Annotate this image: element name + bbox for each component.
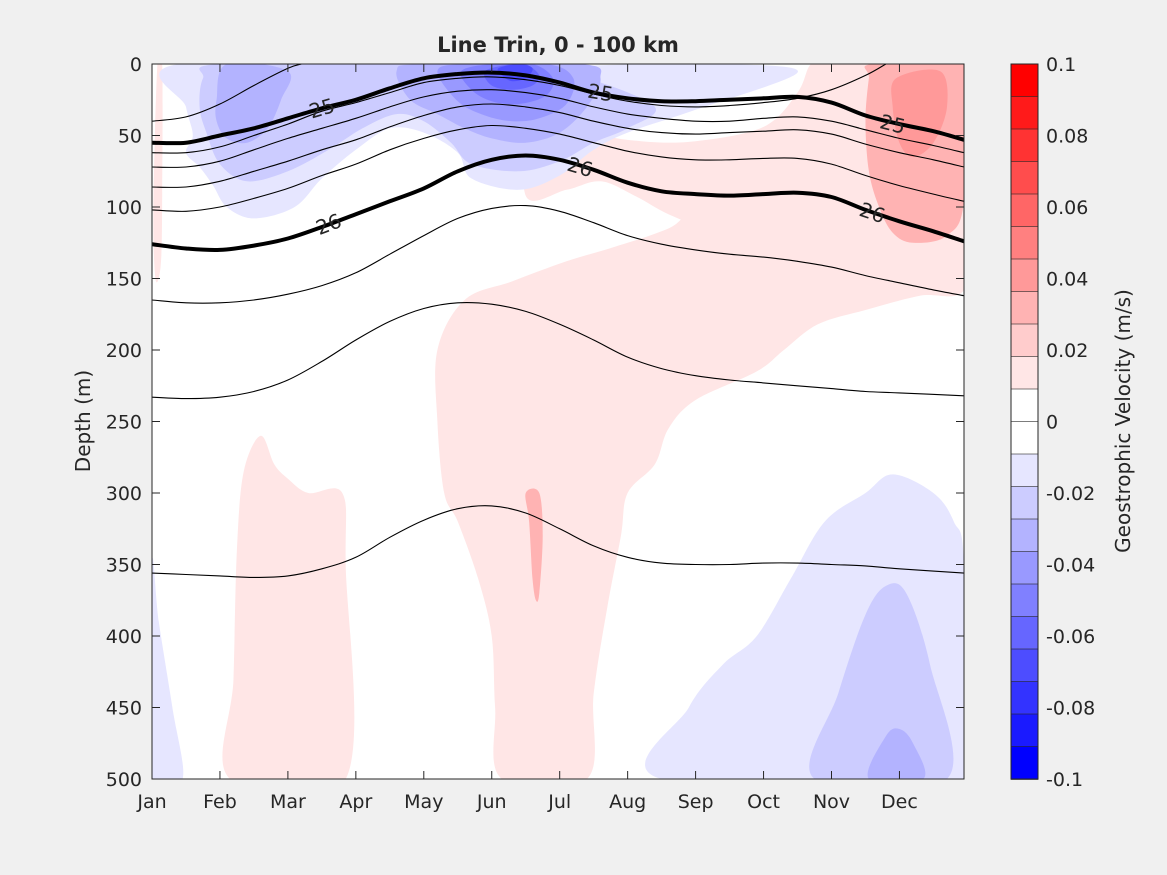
colorbar-band [1010,161,1039,195]
colorbar-band [1010,323,1039,358]
x-tick-label: Dec [881,791,918,813]
colorbar-tick-label: -0.02 [1046,483,1095,505]
colorbar-tick-label: 0.04 [1046,269,1088,291]
x-tick-label: Mar [270,791,306,813]
x-tick-labels: Jan Feb Mar Apr May Jun Jul Aug Sep Oct Nov Dec [136,791,917,813]
colorbar-frame [1010,63,1039,780]
colorbar-band [1010,226,1039,260]
velocity-region-2 [435,195,964,779]
colorbar-label: Geostrophic Velocity (m/s) [1111,289,1135,553]
axis-ticks [151,63,964,780]
colorbar-band [1010,193,1039,228]
colorbar-ticks: 0.1 0.08 0.06 0.04 0.02 0 -0.02 -0.04 -0.06 -0.08… [1046,54,1095,791]
isopycnal-25-line [152,70,964,146]
velocity-region-4 [525,488,543,602]
colorbar-band [1010,258,1039,293]
y-tick-label: 200 [106,340,142,362]
colorbar: 0.1 0.08 0.06 0.04 0.02 0 -0.02 -0.04 -0.06 -0.08… [1010,54,1135,791]
colorbar-tick-label: 0.1 [1046,54,1076,76]
colorbar-tick-label: -0.04 [1046,555,1095,577]
colorbar-band [1010,63,1039,98]
x-tick-label: Sep [678,791,714,813]
isopycnal-layer [152,64,964,578]
colorbar-band [1010,128,1039,163]
x-tick-label: Oct [747,791,780,813]
colorbar-tick-label: -0.06 [1046,626,1095,648]
colorbar-band [1010,96,1039,130]
colorbar-tick-label: 0.06 [1046,197,1088,219]
velocity-region-3 [222,435,355,779]
x-tick-label: Jun [476,791,507,813]
velocity-region-15 [152,557,184,779]
velocity-region-18 [867,728,926,779]
isopycnal-label-text: 25 [586,79,615,107]
colorbar-band [1010,421,1039,455]
y-tick-label: 400 [106,626,142,648]
velocity-region-0 [153,64,163,283]
colorbar-band [1010,551,1039,585]
isopycnal-line-6 [152,124,964,212]
isopycnal-line-8 [152,301,964,400]
isopycnal-25-label-1: 25 [586,79,615,107]
colorbar-band [1010,681,1039,715]
y-axis-label: Depth (m) [71,370,95,472]
x-tick-label: May [404,791,443,813]
colorbar-band [1010,616,1039,650]
x-tick-label: Apr [339,791,372,813]
colorbar-band [1010,746,1039,780]
isopycnal-line-2 [152,64,302,122]
colorbar-band [1010,518,1039,553]
colorbar-band [1010,648,1039,683]
chart-title: Line Trin, 0 - 100 km [437,33,679,57]
colorbar-band [1010,453,1039,488]
y-tick-label: 0 [130,54,142,76]
colorbar-band [1010,291,1039,325]
y-tick-label: 350 [106,555,142,577]
colorbar-band [1010,583,1039,618]
y-tick-label: 250 [106,412,142,434]
colorbar-tick-label: -0.1 [1046,769,1083,791]
y-tick-label: 100 [106,197,142,219]
colorbar-band [1010,713,1039,748]
x-tick-label: Jul [547,791,571,813]
x-tick-label: Feb [203,791,237,813]
isopycnal-line-7 [152,204,964,304]
isopycnal-26-line [152,153,964,253]
colorbar-tick-label: -0.08 [1046,698,1095,720]
colorbar-tick-label: 0.02 [1046,340,1088,362]
colorbar-band [1010,356,1039,390]
colorbar-tick-label: 0 [1046,412,1058,434]
isopycnal-line-9 [152,505,964,578]
x-tick-label: Jan [136,791,166,813]
isopycnal-line-3 [152,64,887,154]
x-tick-label: Aug [609,791,646,813]
y-tick-label: 150 [106,269,142,291]
y-tick-label: 450 [106,698,142,720]
velocity-region-17 [809,583,954,779]
colorbar-tick-label: 0.08 [1046,126,1088,148]
x-tick-label: Nov [813,791,850,813]
y-tick-label: 50 [118,126,142,148]
velocity-region-9 [215,64,292,144]
y-tick-label: 500 [106,769,142,791]
colorbar-blocks [1010,63,1039,780]
colorbar-band [1010,486,1039,520]
isopycnal-line-4 [152,89,964,168]
colorbar-band [1010,388,1039,423]
y-tick-label: 300 [106,483,142,505]
y-tick-labels: 0 50 100 150 200 250 300 350 400 450 500 [106,54,142,791]
isopycnal-line-5 [152,103,964,188]
velocity-region-6 [891,69,948,157]
